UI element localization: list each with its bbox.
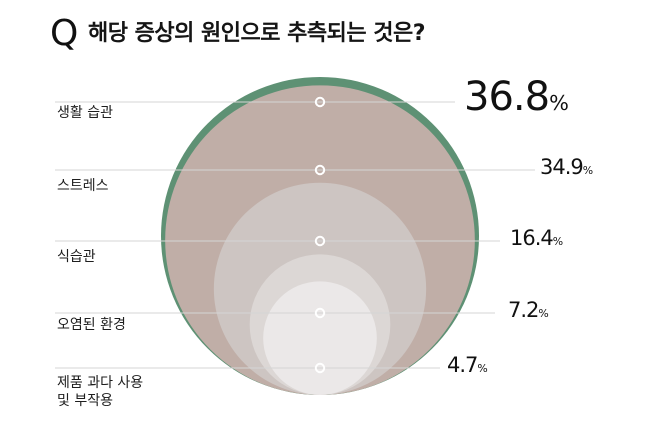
category-label: 제품 과다 사용 및 부작용 <box>57 375 144 409</box>
value-number: 7.2 <box>508 297 539 322</box>
value-unit: % <box>552 234 564 248</box>
value-label: 34.9% <box>540 154 594 181</box>
value-unit: % <box>549 91 569 116</box>
question-prefix: Q <box>50 13 79 54</box>
value-label: 36.8% <box>464 77 569 123</box>
question-title: 해당 증상의 원인으로 추측되는 것은? <box>88 21 426 46</box>
value-number: 34.9 <box>540 154 584 179</box>
value-unit: % <box>477 361 488 375</box>
value-unit: % <box>538 306 549 320</box>
value-unit: % <box>582 163 594 177</box>
category-label: 생활 습관 <box>57 105 113 121</box>
bubble-5 <box>263 281 377 396</box>
value-number: 16.4 <box>510 225 554 250</box>
marker-dot <box>314 164 326 176</box>
value-number: 4.7 <box>447 352 478 377</box>
value-label: 4.7% <box>447 352 488 379</box>
marker-dot <box>314 362 326 374</box>
category-label: 오염된 환경 <box>57 317 126 333</box>
marker-dot <box>314 96 326 108</box>
category-label: 스트레스 <box>57 178 109 194</box>
marker-dot <box>314 307 326 319</box>
value-label: 16.4% <box>510 225 564 252</box>
value-label: 7.2% <box>508 297 549 324</box>
value-number: 36.8 <box>464 74 550 121</box>
marker-dot <box>314 235 326 247</box>
category-label: 식습관 <box>57 249 96 265</box>
